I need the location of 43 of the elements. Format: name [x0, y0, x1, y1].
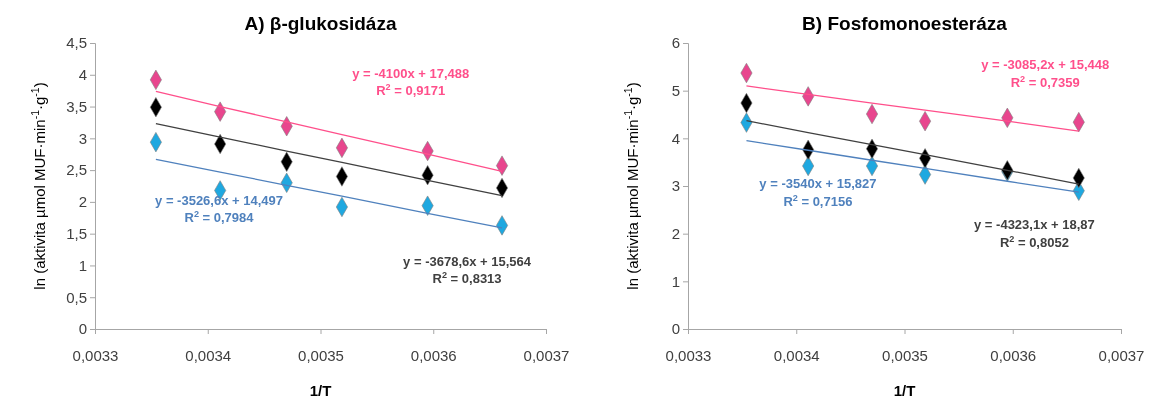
- y-tick-label: 0: [78, 320, 87, 338]
- y-tick-label: 4,5: [66, 34, 87, 52]
- y-tick-label: 3: [78, 129, 87, 147]
- y-tick-label: 0,5: [66, 288, 87, 306]
- y-tick-label: 4: [78, 66, 87, 84]
- annotation: y = -3526,6x + 14,497: [155, 193, 283, 209]
- chart-title: B) Fosfomonoesteráza: [802, 13, 1008, 34]
- x-tick-label: 0,0036: [990, 347, 1037, 364]
- annotation: y = -3085,2x + 15,448: [981, 57, 1110, 73]
- x-tick-label: 0,0037: [1098, 347, 1145, 364]
- x-tick-label: 0,0034: [773, 347, 820, 364]
- y-tick-label: 1: [671, 272, 680, 290]
- y-tick-label: 0: [671, 320, 680, 338]
- annotation: R$^{2}$ = 0,7359: [1010, 73, 1080, 90]
- y-tick-label: 4: [671, 129, 680, 147]
- y-tick-label: 1,5: [66, 224, 87, 242]
- annotation: R$^{2}$ = 0,8052: [999, 233, 1069, 250]
- x-tick-label: 0,0037: [523, 347, 570, 364]
- x-axis-title: 1/T: [309, 382, 332, 399]
- x-tick-label: 0,0033: [72, 347, 119, 364]
- chart-title: A) β-glukosidáza: [244, 13, 397, 34]
- y-tick-label: 3,5: [66, 97, 87, 115]
- annotation: y = -3678,6x + 15,564: [403, 253, 532, 269]
- annotation: R$^{2}$ = 0,9171: [376, 82, 446, 99]
- y-tick-label: 2: [78, 193, 87, 211]
- annotation: R$^{2}$ = 0,8313: [432, 269, 502, 286]
- y-tick-label: 6: [671, 34, 680, 52]
- x-tick-label: 0,0036: [410, 347, 457, 364]
- annotation: y = -3540x + 15,827: [759, 176, 877, 192]
- x-tick-label: 0,0035: [882, 347, 928, 364]
- annotation: y = -4323,1x + 18,87: [974, 216, 1095, 232]
- y-tick-label: 1: [78, 256, 87, 274]
- annotation: R$^{2}$ = 0,7156: [783, 193, 853, 210]
- x-tick-label: 0,0033: [665, 347, 712, 364]
- y-tick-label: 3: [671, 177, 680, 195]
- y-tick-label: 2: [671, 224, 680, 242]
- x-tick-label: 0,0035: [298, 347, 344, 364]
- y-tick-label: 5: [671, 81, 680, 99]
- y-tick-label: 2,5: [66, 161, 87, 179]
- annotation: y = -4100x + 17,488: [352, 65, 470, 81]
- x-tick-label: 0,0034: [185, 347, 232, 364]
- annotation: R$^{2}$ = 0,7984: [184, 209, 255, 226]
- x-axis-title: 1/T: [893, 382, 916, 399]
